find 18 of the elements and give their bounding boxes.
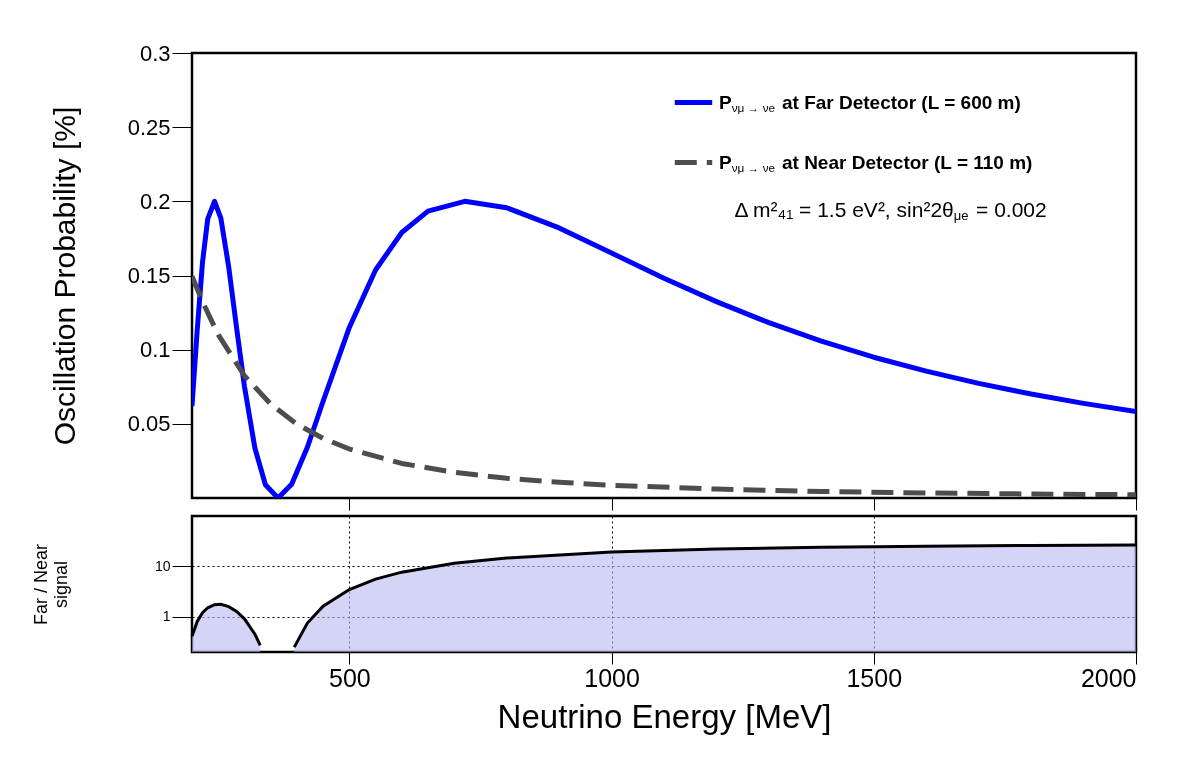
x-tick-label: 1500 [846, 663, 903, 692]
y-tick-label: 10 [154, 557, 171, 574]
x-tick-label: 500 [328, 663, 371, 692]
y-axis-title: Far / Near signal [30, 543, 71, 626]
y-axis-title: Oscillation Probability [%] [47, 106, 81, 446]
y-tick-label: 0.25 [127, 114, 171, 140]
y-tick-label: 0.1 [139, 337, 171, 363]
y-tick-label: 0.15 [127, 263, 171, 288]
annotation: Δ m²₄₁ = 1.5 eV², sin²2θ$_{μe}$ = 0.002 [734, 197, 1047, 224]
x-tick-label: 2000 [1080, 663, 1137, 692]
x-axis-title: Neutrino Energy [MeV] [497, 697, 832, 735]
y-tick-label: 0.05 [127, 411, 171, 437]
y-tick-label: 0.3 [139, 40, 171, 66]
x-tick-label: 1000 [584, 663, 640, 692]
y-tick-label: 0.2 [139, 188, 171, 214]
y-tick-label: 1 [162, 608, 171, 625]
legend-label: P$_{νμ → νe}$ at Near Detector (L = 110 m) [719, 151, 1033, 174]
legend-label: P$_{νμ → νe}$ at Far Detector (L = 600 m) [719, 91, 1021, 114]
